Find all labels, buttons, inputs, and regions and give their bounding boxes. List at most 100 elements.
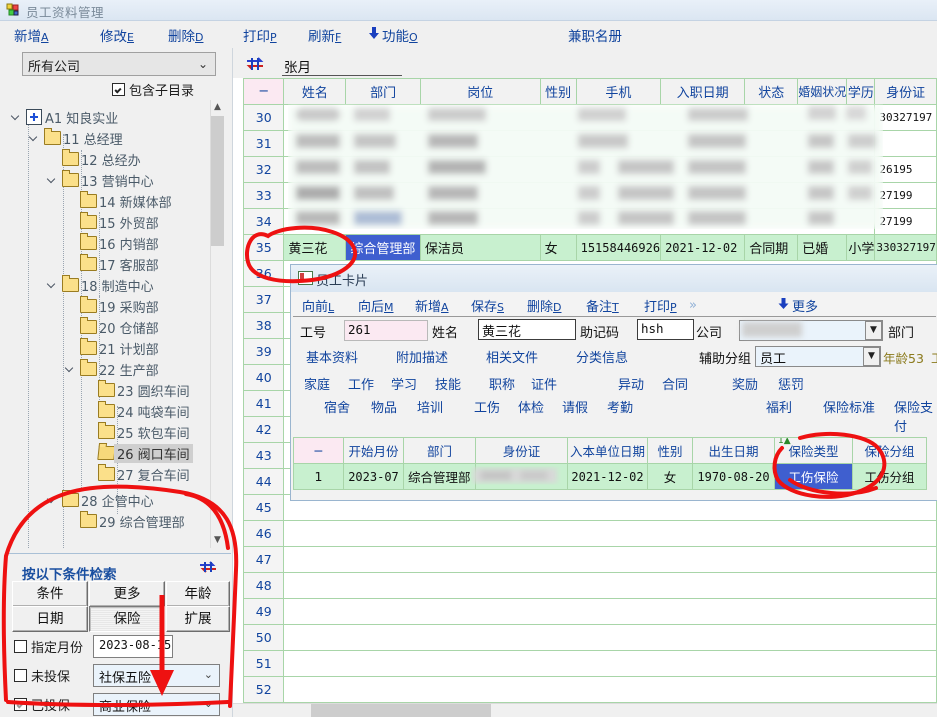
cell-dept-selected[interactable]: 综合管理部 (345, 234, 421, 261)
cell-idcard[interactable]: 330327197 (874, 234, 937, 261)
subgrid-cell-insurancetype-selected[interactable]: 工伤保险 (774, 463, 853, 490)
subgrid-col-gender[interactable]: 性别 (647, 437, 693, 464)
link-related-files[interactable]: 相关文件 (486, 351, 539, 366)
row-idcard[interactable] (874, 130, 937, 157)
tree-scrollbar[interactable]: ▲ ▼ (210, 100, 224, 548)
subgrid-col-idcard[interactable]: 身份证 (475, 437, 568, 464)
row-number[interactable]: 35 (242, 234, 285, 261)
subgrid-cell-gender[interactable]: 女 (647, 463, 693, 490)
table-row[interactable]: 50 (242, 624, 937, 651)
row-number[interactable]: 33 (242, 182, 285, 209)
toolbar-print-button[interactable]: 打印P (243, 29, 277, 45)
row-number[interactable]: 45 (242, 494, 285, 521)
table-row-selected[interactable]: 35 黄三花 综合管理部 保洁员 女 15158446926 2021-12-0… (242, 234, 937, 261)
tab-work[interactable]: 工作 (348, 378, 375, 393)
row-empty[interactable] (283, 598, 937, 625)
subgrid-col-startmonth[interactable]: 开始月份 (343, 437, 404, 464)
row-number[interactable]: 44 (242, 468, 285, 495)
chevron-down-icon[interactable]: ▼ (865, 321, 882, 340)
table-row[interactable]: 34 27199 (242, 208, 937, 235)
tab-leave[interactable]: 请假 (562, 401, 589, 416)
row-blurred-cells[interactable] (283, 156, 876, 183)
grid-col-idcard[interactable]: 身份证 (874, 78, 937, 105)
search-tab-more[interactable]: 更多 (89, 581, 165, 607)
filter-uninsured-select[interactable]: 社保五险 ⌄ (93, 664, 220, 687)
link-category-info[interactable]: 分类信息 (576, 351, 629, 366)
company-combo[interactable]: ▼ (739, 320, 883, 341)
grid-col-hiredate[interactable]: 入职日期 (660, 78, 746, 105)
filter-specify-month-checkbox[interactable]: 指定月份 (14, 637, 83, 656)
scroll-down-icon[interactable]: ▼ (214, 535, 221, 545)
filter-uninsured-checkbox[interactable]: 未投保 (14, 666, 70, 685)
card-prev-button[interactable]: 向前L (302, 300, 335, 315)
grid-col-education[interactable]: 学历 (846, 78, 876, 105)
row-number[interactable]: 42 (242, 416, 285, 443)
row-number[interactable]: 47 (242, 546, 285, 573)
row-number[interactable]: 46 (242, 520, 285, 547)
toolbar-delete-button[interactable]: 删除D (168, 29, 204, 45)
grid-col-mobile[interactable]: 手机 (575, 78, 662, 105)
row-blurred-cells[interactable] (283, 130, 876, 157)
search-tab-extend[interactable]: 扩展 (166, 606, 230, 632)
row-idcard[interactable]: 27199 (874, 182, 937, 209)
subgrid-cell-birthdate[interactable]: 1970-08-20 (692, 463, 775, 490)
grid-col-status[interactable]: 状态 (744, 78, 799, 105)
row-number[interactable]: 43 (242, 442, 285, 469)
grid-col-marital[interactable]: 婚姻状况 (797, 78, 848, 105)
tab-insurance-standard[interactable]: 保险标准 (823, 401, 876, 416)
cell-status[interactable]: 合同期 (744, 234, 799, 261)
subgrid-row-number[interactable]: 1 (293, 463, 344, 490)
subgrid-cell-joindate[interactable]: 2021-12-02 (567, 463, 648, 490)
tab-contract[interactable]: 合同 (662, 378, 689, 393)
chevron-down-icon[interactable]: ⌄ (203, 668, 213, 681)
table-row[interactable]: 49 (242, 598, 937, 625)
row-number[interactable]: 36 (242, 260, 285, 287)
row-number[interactable]: 51 (242, 650, 285, 677)
row-number[interactable]: 49 (242, 598, 285, 625)
cell-marital[interactable]: 已婚 (797, 234, 848, 261)
cell-hiredate[interactable]: 2021-12-02 (660, 234, 746, 261)
cell-position[interactable]: 保洁员 (419, 234, 541, 261)
subgrid-col-insurancetype[interactable]: 1▲ 保险类型 (774, 437, 853, 464)
row-number[interactable]: 37 (242, 286, 285, 313)
row-blurred-cells[interactable] (283, 104, 876, 131)
chevron-down-icon[interactable] (47, 494, 58, 505)
table-row[interactable]: 51 (242, 650, 937, 677)
card-more-button[interactable]: 更多 (792, 300, 819, 315)
row-number[interactable]: 41 (242, 390, 285, 417)
grid-corner-header[interactable]: − (242, 78, 285, 105)
subgrid-col-dept[interactable]: 部门 (403, 437, 476, 464)
row-empty[interactable] (283, 546, 937, 573)
table-row[interactable]: 46 (242, 520, 937, 547)
tab-skill[interactable]: 技能 (435, 378, 462, 393)
subgrid-col-birthdate[interactable]: 出生日期 (692, 437, 775, 464)
chevron-down-icon[interactable] (47, 279, 58, 290)
horizontal-scrollbar[interactable] (233, 703, 937, 717)
scroll-thumb[interactable] (211, 116, 224, 246)
row-idcard[interactable]: 27199 (874, 208, 937, 235)
row-number[interactable]: 52 (242, 676, 285, 703)
chevron-down-icon[interactable] (47, 174, 58, 185)
card-delete-button[interactable]: 删除D (527, 300, 562, 315)
row-number[interactable]: 39 (242, 338, 285, 365)
row-number[interactable]: 31 (242, 130, 285, 157)
toolbar-refresh-button[interactable]: 刷新F (308, 29, 342, 45)
table-row[interactable]: 33 27199 (242, 182, 937, 209)
double-chevron-right-icon[interactable]: » (689, 298, 697, 313)
subgrid-cell-dept[interactable]: 综合管理部 (403, 463, 476, 490)
tab-reward[interactable]: 奖励 (732, 378, 759, 393)
tab-attendance[interactable]: 考勤 (607, 401, 634, 416)
grid-col-position[interactable]: 岗位 (419, 78, 541, 105)
subgrid-col-insurancegroup[interactable]: 保险分组 (852, 437, 927, 464)
filter-insured-select[interactable]: 商业保险 ⌄ (93, 693, 220, 716)
row-number[interactable]: 50 (242, 624, 285, 651)
card-next-button[interactable]: 向后M (358, 300, 394, 315)
swap-icon[interactable] (245, 57, 265, 71)
card-add-button[interactable]: 新增A (415, 300, 449, 315)
tab-injury[interactable]: 工伤 (474, 401, 501, 416)
subgrid-col-joindate[interactable]: 入本单位日期 (567, 437, 648, 464)
cell-name[interactable]: 黄三花 (283, 234, 347, 261)
row-empty[interactable] (283, 624, 937, 651)
tab-insurance-payment[interactable]: 保险支付 (894, 401, 934, 435)
tab-penalty[interactable]: 惩罚 (778, 378, 805, 393)
